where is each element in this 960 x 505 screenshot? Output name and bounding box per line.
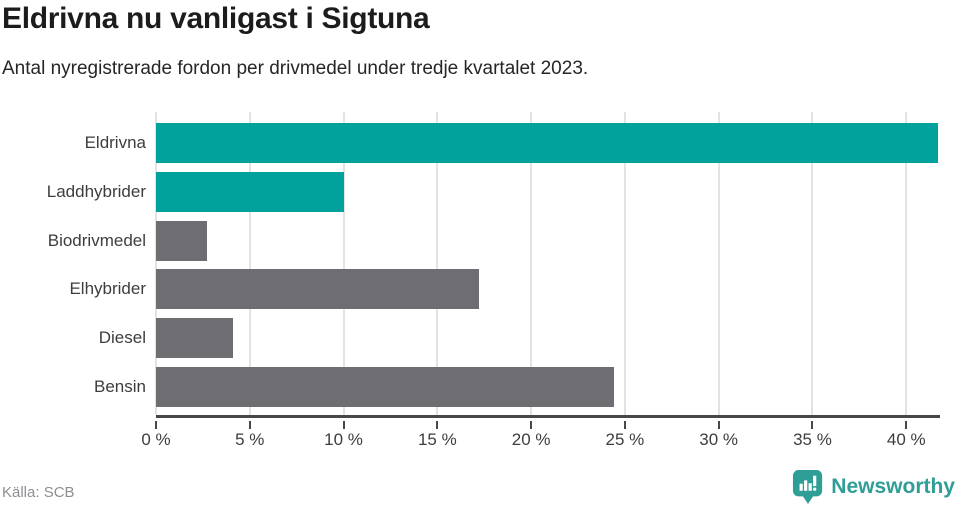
plot-area — [155, 112, 940, 418]
newsworthy-icon — [793, 470, 823, 504]
category-label: Elhybrider — [69, 279, 146, 299]
axis-tick — [530, 421, 533, 429]
newsworthy-logo: Newsworthy — [792, 469, 955, 505]
bar-diesel — [156, 318, 233, 359]
axis-tick — [905, 421, 908, 429]
gridline — [623, 112, 626, 415]
bar-eldrivna — [156, 123, 939, 163]
axis-tick — [623, 421, 626, 429]
bar-elhybrider — [156, 269, 479, 310]
axis-tick-label: 20 % — [511, 430, 551, 449]
newsworthy-wordmark: Newsworthy — [831, 475, 955, 498]
axis-tick-label: 5 % — [235, 430, 265, 449]
axis-tick-label: 35 % — [793, 430, 832, 449]
axis-tick — [436, 421, 439, 429]
category-label: Eldrivna — [84, 133, 146, 152]
axis-tick-label: 30 % — [699, 430, 739, 449]
axis-tick-label: 10 % — [324, 430, 363, 449]
category-label: Biodrivmedel — [47, 230, 146, 250]
gridline — [436, 112, 439, 415]
axis-tick-label: 0 % — [141, 430, 171, 449]
category-label: Laddhybrider — [46, 181, 146, 201]
axis-tick-label: 15 % — [417, 430, 457, 449]
axis-tick — [717, 421, 720, 429]
chart-subtitle: Antal nyregistrerade fordon per drivmede… — [2, 58, 589, 79]
gridline — [530, 112, 533, 415]
gridline — [155, 112, 157, 415]
axis-tick — [811, 421, 814, 429]
gridline — [905, 112, 908, 415]
gridline — [811, 112, 814, 415]
source-note: Källa: SCB — [2, 484, 75, 501]
bar-bensin — [156, 367, 614, 407]
gridline — [342, 112, 345, 415]
category-label: Bensin — [94, 377, 146, 396]
axis-tick-label: 25 % — [605, 430, 645, 449]
axis-tick — [155, 421, 157, 429]
gridline — [248, 112, 251, 415]
chart-title: Eldrivna nu vanligast i Sigtuna — [2, 2, 430, 35]
axis-tick — [248, 421, 251, 429]
category-label: Diesel — [98, 328, 146, 348]
bar-laddhybrider — [156, 171, 344, 212]
axis-tick-label: 40 % — [886, 430, 926, 449]
axis-tick — [342, 421, 345, 429]
gridline — [717, 112, 720, 415]
bar-biodrivmedel — [156, 220, 207, 261]
